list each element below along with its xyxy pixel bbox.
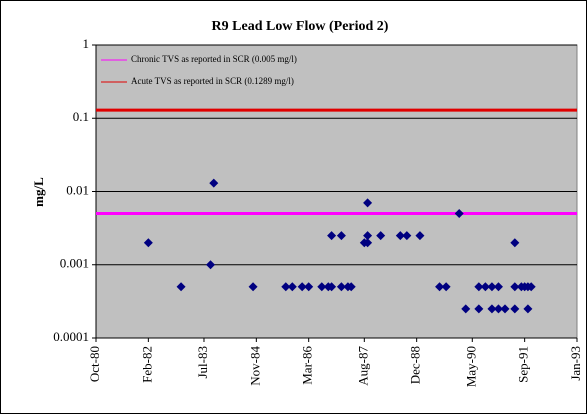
x-tick-label: Mar-86 <box>300 346 315 385</box>
x-tick-label: Oct-80 <box>87 346 102 382</box>
point <box>327 231 337 241</box>
point <box>317 282 327 292</box>
point <box>510 238 520 248</box>
legend-label: Acute TVS as reported in SCR (0.1289 mg/… <box>131 76 294 86</box>
legend-label: Chronic TVS as reported in SCR (0.005 mg… <box>131 54 297 64</box>
point <box>248 282 258 292</box>
point <box>474 304 484 314</box>
point <box>523 304 533 314</box>
x-tick-label: Feb-82 <box>139 346 154 383</box>
point <box>327 282 337 292</box>
x-tick-label: Sep-91 <box>516 346 531 383</box>
x-tick-label: Aug-87 <box>355 346 370 386</box>
x-tick-label: Jul-83 <box>195 346 210 379</box>
y-tick-label: 0.001 <box>60 256 89 271</box>
y-tick-label: 0.0001 <box>53 329 89 344</box>
point <box>376 231 386 241</box>
point <box>510 304 520 314</box>
point <box>510 282 520 292</box>
chart-title: R9 Lead Low Flow (Period 2) <box>212 19 389 34</box>
point <box>526 282 536 292</box>
x-tick-label: Jan-93 <box>568 346 583 381</box>
point <box>474 282 484 292</box>
point <box>461 304 471 314</box>
x-tick-label: Dec-88 <box>408 346 423 384</box>
point <box>363 198 373 208</box>
y-tick-label: 0.01 <box>66 182 89 197</box>
y-tick-label: 1 <box>83 36 90 51</box>
point <box>346 282 356 292</box>
point <box>441 282 451 292</box>
point <box>287 282 297 292</box>
point <box>480 282 490 292</box>
point <box>209 178 219 188</box>
point <box>487 282 497 292</box>
point <box>500 304 510 314</box>
point <box>454 209 464 219</box>
point <box>143 238 153 248</box>
point <box>336 282 346 292</box>
point <box>206 260 216 270</box>
x-tick-label: May-90 <box>463 346 478 387</box>
point <box>176 282 186 292</box>
point <box>363 238 373 248</box>
point <box>395 231 405 241</box>
point <box>304 282 314 292</box>
point <box>336 231 346 241</box>
point <box>363 231 373 241</box>
point <box>493 304 503 314</box>
point <box>281 282 291 292</box>
point <box>493 282 503 292</box>
point <box>415 231 425 241</box>
point <box>297 282 307 292</box>
y-tick-label: 0.1 <box>73 109 89 124</box>
point <box>402 231 412 241</box>
x-tick-label: Nov-84 <box>247 346 262 386</box>
y-axis-label: mg/L <box>31 177 46 207</box>
point <box>487 304 497 314</box>
point <box>435 282 445 292</box>
